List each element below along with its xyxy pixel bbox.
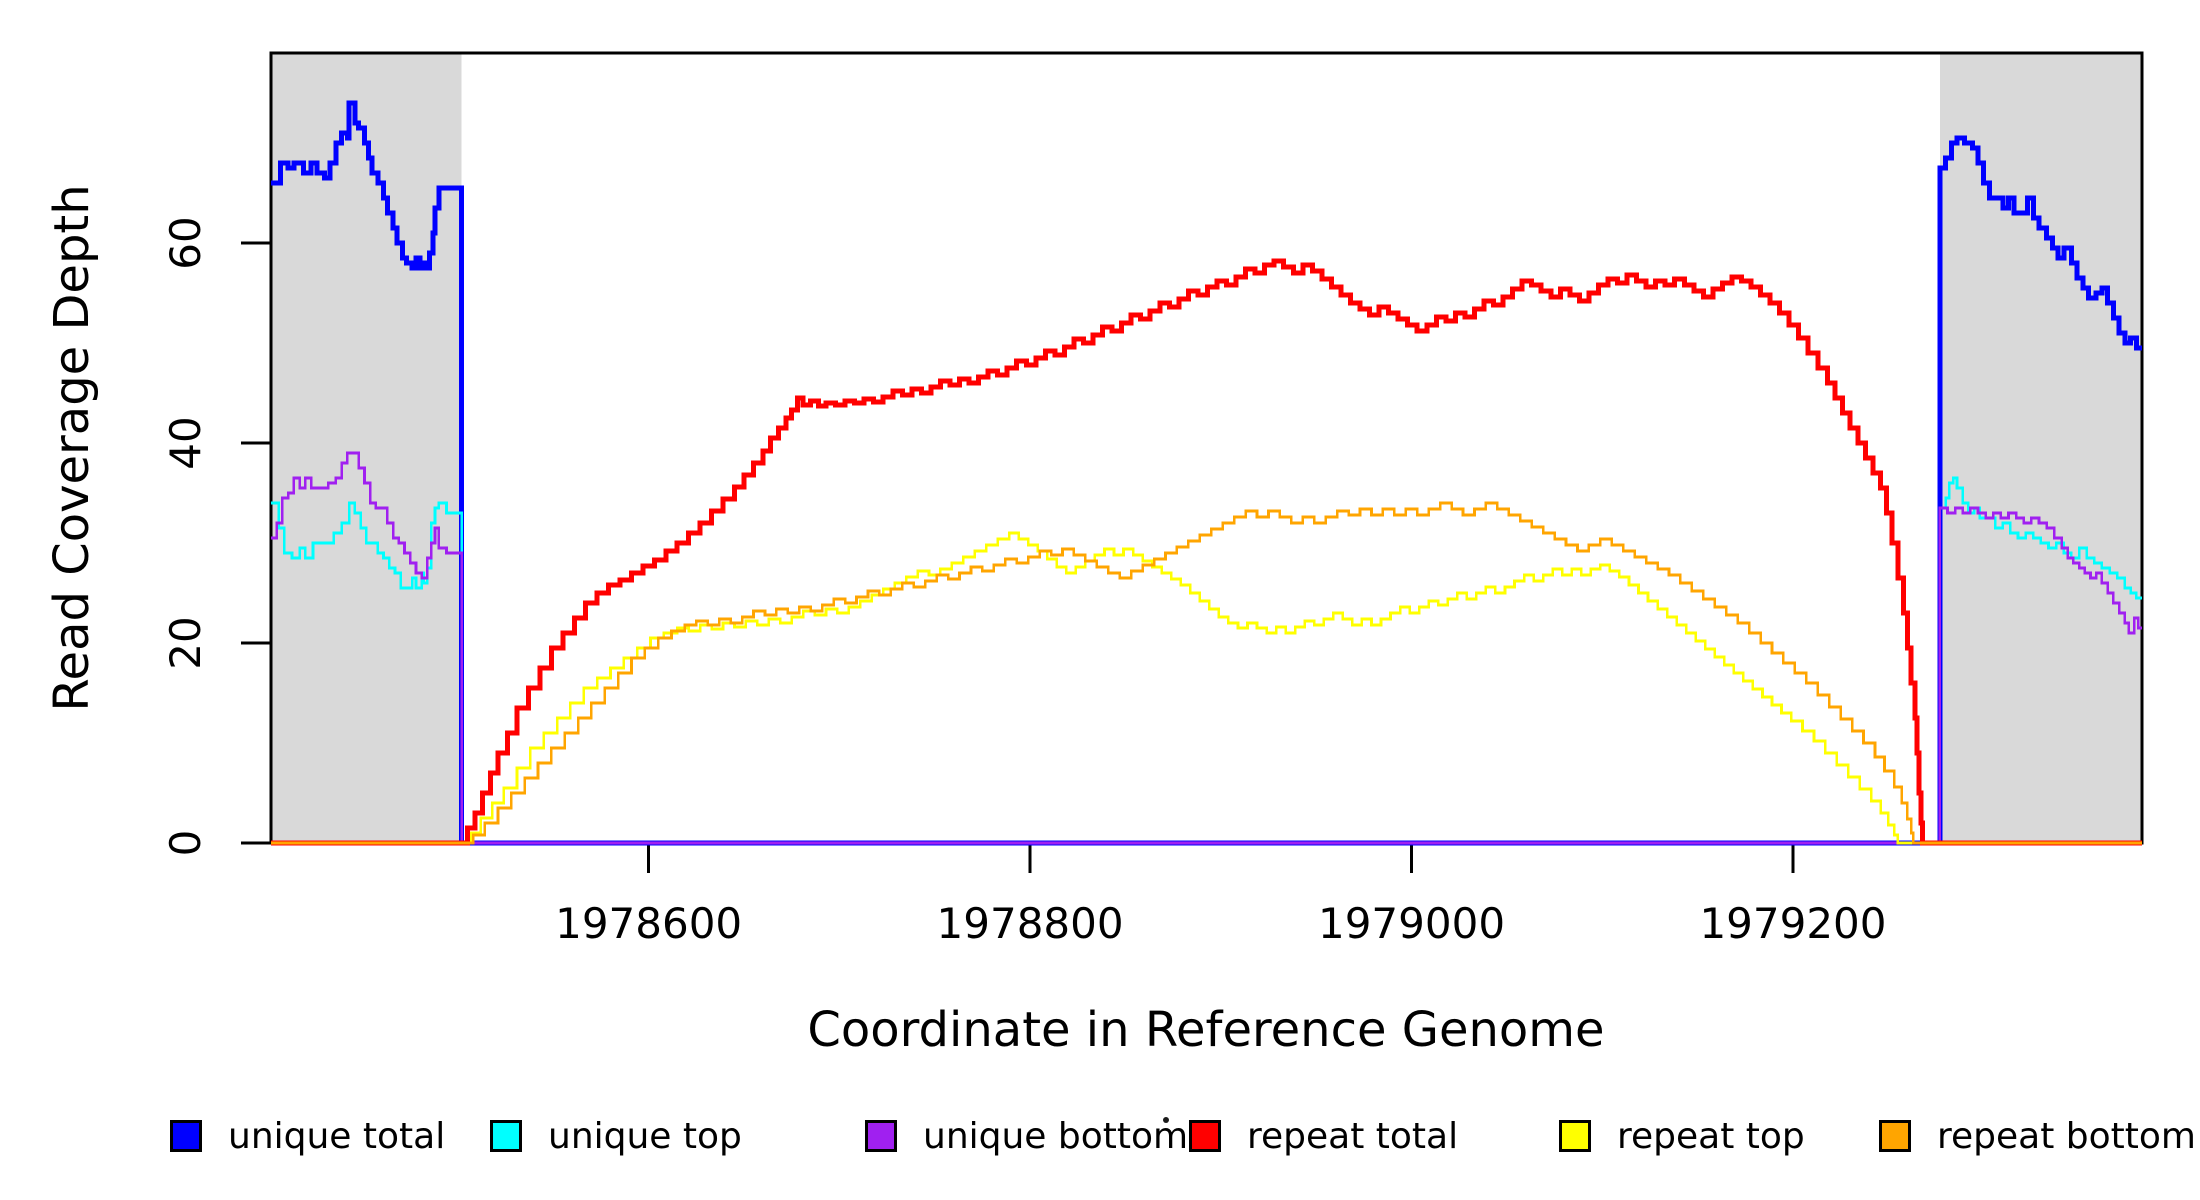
shaded-region-right	[1939, 53, 2142, 843]
repeat-top-swatch-icon	[1559, 1120, 1591, 1152]
legend-label: repeat total	[1247, 1115, 1459, 1157]
legend-label: unique total	[228, 1115, 446, 1157]
repeat-bottom-swatch-icon	[1879, 1120, 1911, 1152]
shaded-regions	[271, 53, 2142, 843]
unique-bottom-swatch-icon	[865, 1120, 897, 1152]
series-unique-bottom	[271, 451, 2142, 845]
y-axis-title: Read Coverage Depth	[44, 184, 100, 711]
legend-item-repeat-top: repeat top	[1559, 1112, 1805, 1160]
legend-label: repeat top	[1617, 1115, 1805, 1157]
series-unique-total	[271, 100, 2142, 846]
y-tick-label: 20	[161, 616, 210, 669]
series-repeat-bottom	[271, 501, 2142, 845]
x-tick-label: 1978600	[555, 899, 742, 948]
legend-label: unique bottom	[923, 1115, 1189, 1157]
x-tick-label: 1979200	[1699, 899, 1886, 948]
y-tick-label: 60	[161, 216, 210, 269]
unique-total-swatch-icon	[170, 1120, 202, 1152]
legend-label: repeat bottom	[1937, 1115, 2196, 1157]
legend-item-unique-top: unique top	[490, 1112, 742, 1160]
shaded-region-left	[271, 53, 462, 843]
stray-dot-artifact	[1163, 1117, 1169, 1123]
series-lines	[271, 100, 2142, 846]
unique-top-swatch-icon	[490, 1120, 522, 1152]
legend-item-repeat-total: repeat total	[1189, 1112, 1458, 1160]
legend-item-unique-bottom: unique bottom	[865, 1112, 1188, 1160]
x-tick-label: 1978800	[937, 899, 1124, 948]
x-axis-title: Coordinate in Reference Genome	[807, 1002, 1604, 1058]
plot-box	[269, 51, 2144, 845]
legend-item-repeat-bottom: repeat bottom	[1879, 1112, 2196, 1160]
series-repeat-total	[271, 258, 2142, 846]
legend-label: unique top	[548, 1115, 742, 1157]
y-tick-label: 40	[161, 416, 210, 469]
axis-ticks: 1978600 1978800 1979000 1979200 0 20 40 60	[161, 216, 1887, 948]
legend-item-unique-total: unique total	[170, 1112, 445, 1160]
repeat-total-swatch-icon	[1189, 1120, 1221, 1152]
series-repeat-top	[271, 531, 2142, 845]
y-tick-label: 0	[161, 830, 210, 857]
x-tick-label: 1979000	[1318, 899, 1505, 948]
